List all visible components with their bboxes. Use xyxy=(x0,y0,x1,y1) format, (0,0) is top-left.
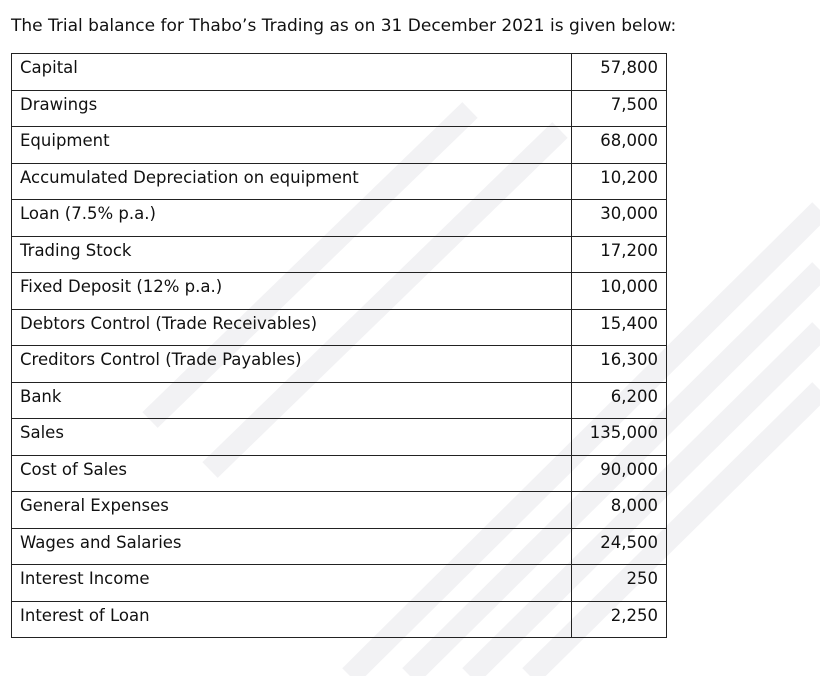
account-name: Equipment xyxy=(11,126,572,164)
account-name: Accumulated Depreciation on equipment xyxy=(11,162,572,200)
account-name: Interest of Loan xyxy=(11,600,572,638)
table-row: General Expenses 8,000 xyxy=(11,491,667,529)
amount: 15,400 xyxy=(571,308,667,346)
account-name: Bank xyxy=(11,381,572,419)
amount: 10,000 xyxy=(571,272,667,310)
account-name: Fixed Deposit (12% p.a.) xyxy=(11,272,572,310)
intro-text: The Trial balance for Thabo’s Trading as… xyxy=(11,16,677,36)
table-row: Equipment 68,000 xyxy=(11,126,667,164)
table-row: Bank 6,200 xyxy=(11,381,667,419)
table-row: Interest Income 250 xyxy=(11,564,667,602)
amount: 250 xyxy=(571,564,667,602)
amount: 8,000 xyxy=(571,491,667,529)
amount: 68,000 xyxy=(571,126,667,164)
account-name: Loan (7.5% p.a.) xyxy=(11,199,572,237)
amount: 6,200 xyxy=(571,381,667,419)
trial-balance-table: Capital 57,800 Drawings 7,500 Equipment 68,00… xyxy=(11,53,667,638)
amount: 30,000 xyxy=(571,199,667,237)
amount: 24,500 xyxy=(571,527,667,565)
table-row: Loan (7.5% p.a.) 30,000 xyxy=(11,199,667,237)
account-name: Drawings xyxy=(11,89,572,127)
table-row: Trading Stock 17,200 xyxy=(11,235,667,273)
amount: 16,300 xyxy=(571,345,667,383)
account-name: Creditors Control (Trade Payables) xyxy=(11,345,572,383)
account-name: Wages and Salaries xyxy=(11,527,572,565)
amount: 7,500 xyxy=(571,89,667,127)
amount: 135,000 xyxy=(571,418,667,456)
account-name: Trading Stock xyxy=(11,235,572,273)
table-row: Cost of Sales 90,000 xyxy=(11,454,667,492)
account-name: General Expenses xyxy=(11,491,572,529)
table-row: Interest of Loan 2,250 xyxy=(11,600,667,638)
account-name: Interest Income xyxy=(11,564,572,602)
amount: 17,200 xyxy=(571,235,667,273)
amount: 2,250 xyxy=(571,600,667,638)
table-row: Sales 135,000 xyxy=(11,418,667,456)
table-row: Debtors Control (Trade Receivables) 15,40… xyxy=(11,308,667,346)
table-row: Accumulated Depreciation on equipment 10,… xyxy=(11,162,667,200)
table-row: Drawings 7,500 xyxy=(11,89,667,127)
account-name: Capital xyxy=(11,53,572,91)
account-name: Debtors Control (Trade Receivables) xyxy=(11,308,572,346)
table-row: Wages and Salaries 24,500 xyxy=(11,527,667,565)
amount: 90,000 xyxy=(571,454,667,492)
account-name: Cost of Sales xyxy=(11,454,572,492)
amount: 10,200 xyxy=(571,162,667,200)
account-name: Sales xyxy=(11,418,572,456)
table-row: Creditors Control (Trade Payables) 16,300 xyxy=(11,345,667,383)
table-row: Capital 57,800 xyxy=(11,53,667,91)
amount: 57,800 xyxy=(571,53,667,91)
table-row: Fixed Deposit (12% p.a.) 10,000 xyxy=(11,272,667,310)
